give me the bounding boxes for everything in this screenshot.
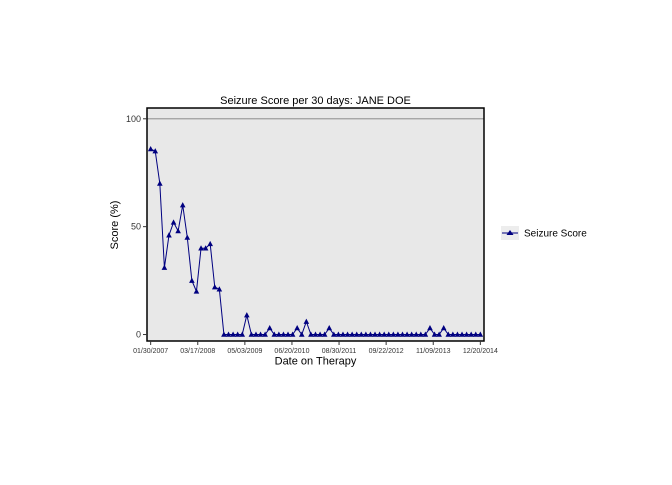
data-point: [331, 331, 337, 337]
legend-key-triangle-marker: [506, 230, 514, 235]
data-point: [431, 331, 438, 337]
data-point: [395, 331, 401, 337]
data-point: [298, 331, 305, 337]
data-point: [166, 232, 172, 238]
data-point: [468, 331, 474, 337]
data-point: [404, 331, 410, 337]
x-axis: 01/30/2007 03/17/2008 05/03/2009 06/20/2010…: [133, 341, 498, 355]
data-point: [179, 202, 186, 208]
y-axis-title: Score (%): [109, 201, 121, 250]
x-tick-label: 05/03/2009: [227, 348, 262, 355]
data-point: [271, 331, 278, 337]
marker-layer: [147, 145, 484, 337]
data-point: [157, 180, 163, 186]
data-point: [454, 331, 461, 337]
data-point: [239, 331, 246, 337]
legend: Seizure Score: [501, 226, 587, 240]
data-point: [230, 331, 236, 337]
data-point: [363, 331, 369, 337]
data-point: [211, 284, 218, 290]
data-point: [349, 331, 355, 337]
x-axis-title: Date on Therapy: [275, 356, 357, 368]
data-point: [312, 331, 319, 337]
data-point: [459, 331, 465, 337]
x-tick-label: 09/22/2012: [369, 348, 404, 355]
y-tick-label: 100: [126, 114, 141, 124]
data-point: [202, 245, 209, 251]
x-tick-label: 08/30/2011: [322, 348, 357, 355]
chart-title: Seizure Score per 30 days: JANE DOE: [220, 95, 411, 107]
data-point: [170, 219, 177, 225]
data-point: [257, 331, 264, 337]
data-point: [248, 331, 255, 337]
data-point: [376, 331, 383, 337]
data-point: [216, 286, 223, 292]
data-point: [413, 331, 420, 337]
data-point: [285, 331, 291, 337]
x-tick-label: 06/20/2010: [274, 348, 309, 355]
data-point: [358, 331, 365, 337]
data-point: [152, 148, 159, 154]
plot-border: [146, 107, 485, 342]
x-tick-label: 03/17/2008: [180, 348, 215, 355]
data-point: [289, 331, 296, 337]
data-point: [335, 331, 342, 337]
data-point: [207, 240, 213, 247]
data-point: [399, 331, 406, 337]
data-point: [198, 245, 204, 251]
data-point: [294, 325, 300, 331]
data-point: [408, 331, 415, 337]
x-tick-label: 01/30/2007: [133, 348, 168, 355]
data-point: [390, 331, 397, 337]
data-point: [344, 331, 351, 337]
data-point: [427, 325, 433, 331]
data-point: [193, 288, 200, 294]
data-point: [303, 318, 310, 324]
data-point: [436, 331, 442, 337]
data-point: [317, 331, 323, 337]
data-point: [321, 331, 328, 337]
data-point: [353, 331, 360, 337]
x-tick-label: 11/09/2013: [416, 348, 451, 355]
data-point: [221, 331, 227, 337]
data-point: [184, 234, 191, 240]
data-point: [440, 325, 447, 331]
data-point: [280, 331, 287, 337]
data-point: [326, 325, 333, 331]
data-point: [244, 312, 250, 318]
data-point: [477, 331, 484, 337]
data-point: [234, 331, 241, 337]
y-tick-label: 50: [131, 222, 141, 232]
data-point: [450, 331, 456, 337]
data-point: [381, 331, 387, 337]
data-point: [147, 145, 154, 152]
y-axis: 0 50 100: [126, 114, 147, 340]
data-point: [175, 227, 181, 234]
x-tick-label: 12/20/2014: [463, 348, 498, 355]
data-point: [385, 331, 392, 337]
data-point: [372, 331, 378, 337]
y-tick-label: 0: [136, 330, 141, 340]
plot-panel: [147, 108, 484, 341]
data-point: [418, 331, 424, 337]
data-point: [253, 331, 259, 337]
data-point: [422, 331, 429, 337]
data-point: [189, 277, 195, 283]
data-point: [463, 331, 470, 337]
legend-label: Seizure Score: [524, 229, 587, 240]
data-point: [262, 331, 268, 337]
data-point: [367, 331, 374, 337]
data-point: [276, 331, 282, 337]
data-point: [472, 331, 479, 337]
data-point: [308, 331, 314, 337]
data-point: [266, 325, 273, 331]
data-point: [445, 331, 452, 337]
data-point: [340, 331, 346, 337]
data-point: [225, 331, 232, 337]
data-point: [161, 264, 168, 270]
